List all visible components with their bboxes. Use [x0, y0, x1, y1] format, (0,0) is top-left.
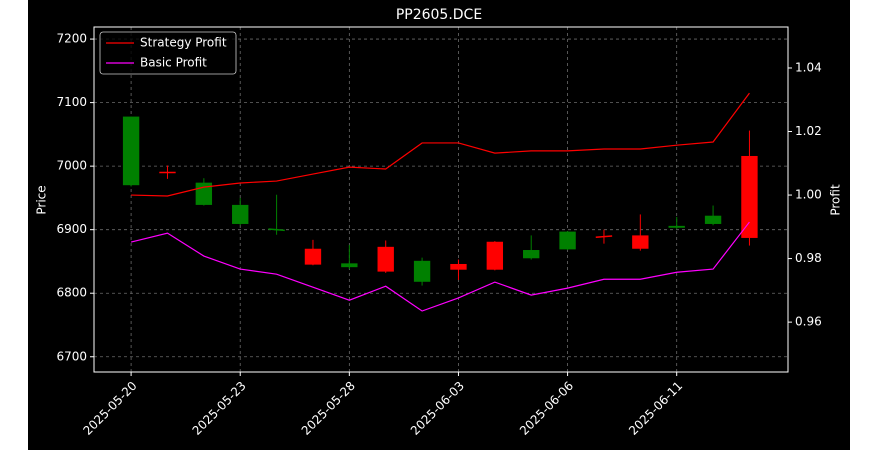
candle-body [559, 231, 576, 250]
y2-tick-label: 1.00 [795, 188, 822, 202]
candle-body [595, 235, 613, 239]
candle-body [741, 155, 758, 238]
candle-body [523, 250, 540, 259]
y-tick-label: 6800 [56, 286, 87, 300]
legend-label: Strategy Profit [140, 36, 227, 50]
chart-title: PP2605.DCE [396, 7, 482, 23]
y2-tick-label: 0.98 [795, 251, 822, 265]
y2-tick-label: 1.04 [795, 60, 822, 74]
candle-body [232, 204, 249, 224]
candle-body [413, 260, 431, 282]
y-tick-label: 7000 [56, 159, 87, 173]
profit-line [130, 221, 750, 312]
candle-body [704, 215, 722, 224]
profit-line [131, 92, 750, 197]
candle-body [341, 263, 358, 268]
candle-body [304, 248, 322, 265]
candle-body [668, 225, 685, 228]
candle-body [268, 228, 285, 232]
y-tick-label: 7200 [56, 32, 87, 46]
legend-label: Basic Profit [140, 56, 207, 70]
candle-body [632, 235, 649, 249]
plot-frame [93, 26, 789, 373]
y2-tick-label: 0.96 [795, 315, 822, 329]
y2-axis-label: Profit [829, 184, 843, 216]
y-axis-label: Price [35, 185, 49, 214]
y2-tick-label: 1.02 [795, 124, 822, 138]
y-tick-label: 7100 [56, 95, 87, 109]
candle-body [486, 241, 504, 270]
y-tick-label: 6900 [56, 222, 87, 236]
candle-body [122, 116, 140, 186]
y-tick-label: 6700 [56, 349, 87, 363]
candle-body [450, 263, 467, 270]
candle-body [377, 246, 394, 272]
